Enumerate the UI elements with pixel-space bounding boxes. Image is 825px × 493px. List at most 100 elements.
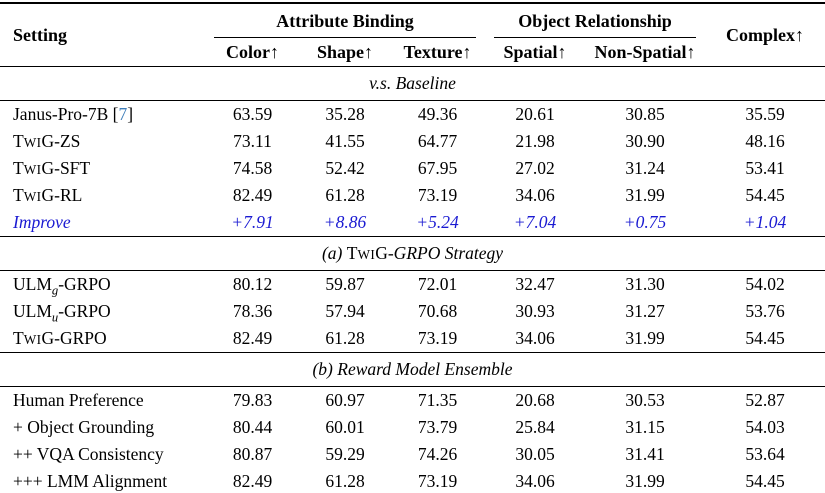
metric-cell: 71.35	[417, 390, 458, 410]
metric-cell: +7.91	[231, 212, 274, 232]
metric-cell: 30.85	[625, 104, 665, 124]
metric-cell: 67.95	[417, 158, 458, 178]
metric-cell: 80.12	[232, 274, 273, 294]
row-label: Improve	[13, 212, 71, 232]
metric-cell: 80.44	[232, 417, 273, 437]
row-label: TWIG-ZS	[13, 131, 81, 151]
row-label: TWIG-GRPO	[13, 328, 107, 348]
metric-cell: 54.02	[745, 274, 785, 294]
table-row-ulm-u-grpo: ULMu-GRPO 78.36 57.94 70.68 30.93 31.27 …	[0, 298, 825, 325]
metric-cell: 64.77	[417, 131, 458, 151]
metric-cell: 54.03	[745, 417, 785, 437]
metric-cell: 82.49	[232, 471, 273, 491]
metric-cell: 31.41	[625, 444, 665, 464]
row-label: TWIG-RL	[13, 185, 83, 205]
metric-cell: 82.49	[232, 328, 273, 348]
section-band-grpo-strategy: (a) TWIG-GRPO Strategy	[0, 236, 825, 271]
metric-cell: 31.15	[625, 417, 665, 437]
table-row-human-preference: Human Preference 79.83 60.97 71.35 20.68…	[0, 387, 825, 415]
metric-cell: 73.11	[233, 131, 272, 151]
metric-cell: 31.99	[625, 328, 665, 348]
table-row-twig-zs: TWIG-ZS 73.11 41.55 64.77 21.98 30.90 48…	[0, 128, 825, 155]
row-label: ULMg-GRPO	[13, 274, 111, 298]
metric-cell: 70.68	[417, 301, 458, 321]
table-row-twig-grpo: TWIG-GRPO 82.49 61.28 73.19 34.06 31.99 …	[0, 325, 825, 353]
metric-cell: 60.97	[325, 390, 365, 410]
table-row-twig-sft: TWIG-SFT 74.58 52.42 67.95 27.02 31.24 5…	[0, 155, 825, 182]
metric-cell: 21.98	[515, 131, 555, 151]
metric-cell: 80.87	[232, 444, 273, 464]
metric-cell: 30.93	[515, 301, 555, 321]
metric-cell: 60.01	[325, 417, 365, 437]
metric-cell: 31.99	[625, 185, 665, 205]
metric-cell: 34.06	[515, 328, 555, 348]
metric-cell: 54.45	[745, 328, 785, 348]
metric-cell: 74.26	[417, 444, 458, 464]
metric-cell: 30.05	[515, 444, 555, 464]
metric-cell: 61.28	[325, 471, 365, 491]
metric-cell: 73.19	[417, 471, 458, 491]
metric-cell: 35.28	[325, 104, 365, 124]
row-label: Human Preference	[13, 390, 144, 410]
metric-cell: 20.68	[515, 390, 555, 410]
table-row-object-grounding: + Object Grounding 80.44 60.01 73.79 25.…	[0, 414, 825, 441]
table-row-twig-rl: TWIG-RL 82.49 61.28 73.19 34.06 31.99 54…	[0, 182, 825, 209]
metric-cell: 52.42	[325, 158, 365, 178]
metric-cell: 32.47	[515, 274, 555, 294]
metric-cell: 41.55	[325, 131, 365, 151]
metric-cell: 34.06	[515, 471, 555, 491]
metric-cell: 30.90	[625, 131, 665, 151]
table-row-lmm-alignment: +++ LMM Alignment 82.49 61.28 73.19 34.0…	[0, 468, 825, 493]
header-group-row: Setting Attribute Binding Object Relatio…	[0, 3, 825, 45]
table-row-ulm-g-grpo: ULMg-GRPO 80.12 59.87 72.01 32.47 31.30 …	[0, 271, 825, 299]
metric-cell: 78.36	[232, 301, 273, 321]
section-band-reward-ensemble: (b) Reward Model Ensemble	[0, 352, 825, 387]
section-band-label: v.s. Baseline	[369, 73, 456, 93]
metric-cell: 53.76	[745, 301, 785, 321]
metric-cell: 53.64	[745, 444, 785, 464]
column-header-spatial: Spatial↑	[485, 38, 585, 67]
metric-cell: 73.79	[417, 417, 458, 437]
metric-cell: 79.83	[232, 390, 273, 410]
row-label: +++ LMM Alignment	[13, 471, 168, 491]
column-header-color: Color↑	[205, 38, 300, 67]
row-label: ULMu-GRPO	[13, 301, 111, 325]
metric-cell: 34.06	[515, 185, 555, 205]
table-row-janus-pro-7b: Janus-Pro-7B [7] 63.59 35.28 49.36 20.61…	[0, 101, 825, 129]
metric-cell: 82.49	[232, 185, 273, 205]
metric-cell: 49.36	[417, 104, 458, 124]
metric-cell: 73.19	[417, 328, 458, 348]
column-header-complex: Complex↑	[726, 24, 805, 45]
citation-link[interactable]: 7	[118, 104, 128, 124]
column-group-attribute-binding: Attribute Binding	[205, 3, 485, 38]
header-sub-row: Color↑ Shape↑ Texture↑ Spatial↑ Non-Spat…	[0, 38, 825, 67]
metric-cell: 31.24	[625, 158, 665, 178]
column-header-non-spatial: Non-Spatial↑	[585, 38, 706, 67]
metric-cell: 59.87	[325, 274, 365, 294]
metric-cell: 57.94	[325, 301, 365, 321]
metric-cell: 30.53	[625, 390, 665, 410]
metric-cell: 54.45	[745, 471, 785, 491]
section-band-baseline: v.s. Baseline	[0, 66, 825, 101]
section-band-label: (a) TWIG-GRPO Strategy	[321, 243, 504, 263]
metric-cell: 48.16	[745, 131, 785, 151]
table-row-improve: Improve +7.91 +8.86 +5.24 +7.04 +0.75 +1…	[0, 209, 825, 237]
metric-cell: 52.87	[745, 390, 785, 410]
column-header-setting: Setting	[13, 24, 67, 45]
metric-cell: 72.01	[417, 274, 458, 294]
metric-cell: 73.19	[417, 185, 458, 205]
section-band-label: (b) Reward Model Ensemble	[312, 359, 513, 379]
metric-cell: 20.61	[515, 104, 555, 124]
row-label: Janus-Pro-7B [7]	[13, 104, 134, 124]
metric-cell: 53.41	[745, 158, 785, 178]
table-row-vqa-consistency: ++ VQA Consistency 80.87 59.29 74.26 30.…	[0, 441, 825, 468]
metric-cell: 27.02	[515, 158, 555, 178]
metric-cell: 61.28	[325, 328, 365, 348]
metric-cell: +1.04	[743, 212, 787, 232]
column-header-texture: Texture↑	[390, 38, 485, 67]
metric-cell: 25.84	[515, 417, 555, 437]
metric-cell: 31.30	[625, 274, 665, 294]
metric-cell: 31.99	[625, 471, 665, 491]
row-label: + Object Grounding	[13, 417, 155, 437]
metric-cell: 74.58	[232, 158, 273, 178]
